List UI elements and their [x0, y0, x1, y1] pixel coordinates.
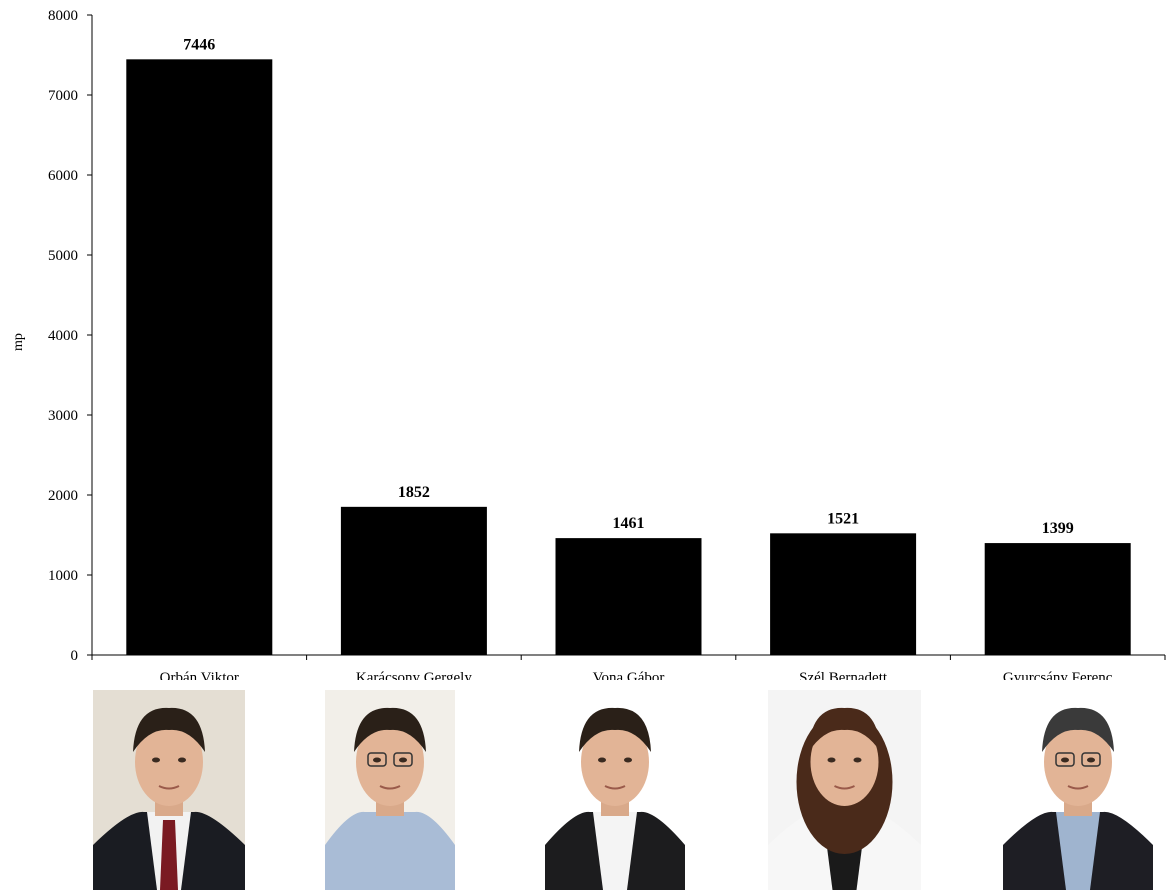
bar [555, 538, 702, 655]
y-axis-label: mp [11, 333, 26, 351]
x-axis: Orbán Viktor Karácsony Gergely Vona Gábor S… [91, 654, 1166, 680]
portrait-photo [93, 690, 245, 890]
portrait-photo [768, 690, 921, 890]
y-tick-label: 3000 [48, 408, 78, 424]
bar-value-label: 1852 [398, 484, 430, 501]
bar-value-label: 7446 [183, 36, 215, 53]
y-tick-label: 0 [71, 648, 79, 664]
category-label: Gyurcsány Ferenc [1003, 670, 1113, 680]
y-axis: 0 1000 2000 3000 4000 5000 6000 7000 8000 [48, 8, 93, 664]
y-tick-label: 6000 [48, 168, 78, 184]
portrait-figure [768, 707, 921, 890]
y-tick-label: 2000 [48, 488, 78, 504]
portrait-figure [545, 707, 685, 890]
portrait-figure [93, 707, 245, 890]
portrait-photo [325, 690, 455, 890]
portrait-photo [1003, 690, 1153, 890]
portrait-figure [325, 707, 455, 890]
y-tick-label: 1000 [48, 568, 78, 584]
bar [984, 543, 1131, 655]
bar-value-label: 1521 [827, 510, 859, 527]
portrait-photo [545, 690, 685, 890]
category-label: Vona Gábor [593, 670, 665, 680]
category-label: Szél Bernadett [799, 670, 888, 680]
category-label: Karácsony Gergely [356, 670, 472, 680]
y-tick-label: 4000 [48, 328, 78, 344]
bar-value-label: 1399 [1042, 520, 1074, 537]
bar [126, 59, 273, 655]
bar-value-label: 1461 [613, 515, 645, 532]
y-tick-label: 7000 [48, 88, 78, 104]
y-tick-label: 8000 [48, 8, 78, 24]
bars: 7446 1852 1461 1521 1399 [126, 36, 1131, 655]
bar-chart: 0 1000 2000 3000 4000 5000 6000 7000 8000 Orbán … [11, 8, 1166, 680]
bar [770, 533, 917, 655]
y-tick-label: 5000 [48, 248, 78, 264]
category-label: Orbán Viktor [160, 670, 239, 680]
portrait-figure [1003, 707, 1153, 890]
bar [340, 506, 487, 655]
